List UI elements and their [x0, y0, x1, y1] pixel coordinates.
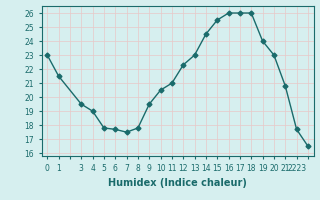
- X-axis label: Humidex (Indice chaleur): Humidex (Indice chaleur): [108, 178, 247, 188]
